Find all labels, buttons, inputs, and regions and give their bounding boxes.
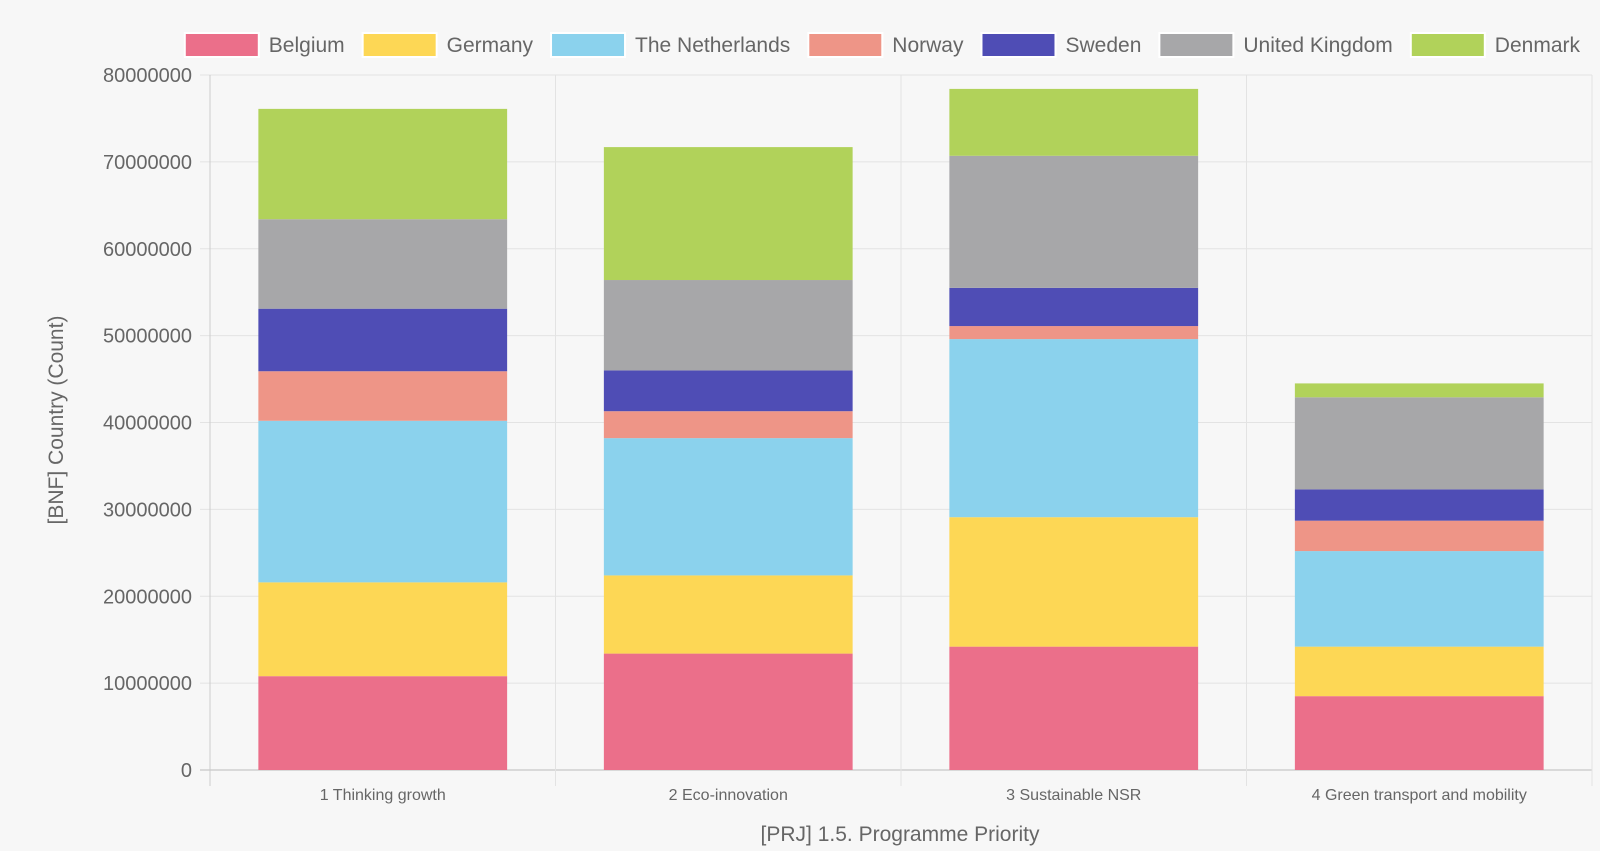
y-tick-label: 40000000 (103, 413, 192, 435)
bar-segment-belgium[interactable] (258, 676, 508, 770)
bar-segment-norway[interactable] (1294, 520, 1544, 552)
bar-segment-germany[interactable] (949, 517, 1199, 647)
bar-segment-sweden[interactable] (949, 287, 1199, 327)
bars-layer (258, 88, 1544, 770)
bar-segment-germany[interactable] (603, 575, 853, 654)
axes-layer: 0 10000000 20000000 30000000 40000000 5000000… (103, 65, 1527, 804)
legend-item-sweden[interactable]: Sweden (980, 32, 1141, 58)
y-tick-label: 60000000 (103, 239, 192, 261)
legend-label: The Netherlands (635, 34, 790, 57)
bar-segment-norway[interactable] (603, 411, 853, 439)
bar-segment-denmark[interactable] (1294, 383, 1544, 398)
x-tick-label: 2 Eco-innovation (669, 787, 788, 804)
x-tick-label: 4 Green transport and mobility (1312, 787, 1527, 804)
legend-label: Denmark (1495, 34, 1581, 57)
legend-label: United Kingdom (1243, 34, 1392, 57)
x-tick-label: 1 Thinking growth (320, 787, 446, 804)
bar-segment-belgium[interactable] (949, 646, 1199, 770)
y-axis-title: [BNF] Country (Count) (45, 316, 68, 525)
legend-item-united-kingdom[interactable]: United Kingdom (1158, 32, 1393, 58)
x-tick-label: 3 Sustainable NSR (1006, 787, 1141, 804)
y-tick-label: 10000000 (103, 673, 192, 695)
legend-swatch (1158, 32, 1235, 58)
bar-segment-germany[interactable] (1294, 646, 1544, 697)
bar-segment-denmark[interactable] (949, 88, 1199, 156)
y-tick-label: 80000000 (103, 65, 192, 87)
bar-segment-the-netherlands[interactable] (603, 438, 853, 576)
bar-segment-sweden[interactable] (258, 308, 508, 372)
legend-label: Germany (447, 34, 534, 57)
legend-swatch (807, 32, 884, 58)
bar-segment-the-netherlands[interactable] (949, 339, 1199, 518)
y-tick-label: 20000000 (103, 586, 192, 608)
legend-item-denmark[interactable]: Denmark (1409, 32, 1581, 58)
x-axis-title: [PRJ] 1.5. Programme Priority (761, 823, 1040, 846)
bar-segment-belgium[interactable] (1294, 696, 1544, 770)
y-tick-label: 30000000 (103, 499, 192, 521)
legend-swatch (980, 32, 1057, 58)
y-tick-label: 70000000 (103, 152, 192, 174)
bar-segment-united-kingdom[interactable] (949, 155, 1199, 288)
bar-segment-the-netherlands[interactable] (1294, 551, 1544, 647)
bar-segment-the-netherlands[interactable] (258, 420, 508, 583)
legend-swatch (183, 32, 260, 58)
legend-swatch (361, 32, 438, 58)
legend-item-belgium[interactable]: Belgium (183, 32, 345, 58)
legend-label: Sweden (1065, 34, 1141, 57)
legend: Belgium Germany The Netherlands Norway Swede… (183, 32, 1581, 58)
bar-segment-sweden[interactable] (603, 370, 853, 412)
legend-item-norway[interactable]: Norway (807, 32, 964, 58)
legend-label: Norway (892, 34, 964, 57)
bar-segment-sweden[interactable] (1294, 489, 1544, 521)
y-tick-label: 0 (181, 760, 192, 782)
legend-item-the-netherlands[interactable]: The Netherlands (550, 32, 790, 58)
legend-swatch (1409, 32, 1486, 58)
bar-segment-united-kingdom[interactable] (1294, 397, 1544, 490)
bar-segment-belgium[interactable] (603, 653, 853, 770)
bar-segment-germany[interactable] (258, 582, 508, 677)
legend-item-germany[interactable]: Germany (361, 32, 534, 58)
y-tick-label: 50000000 (103, 326, 192, 348)
bar-segment-denmark[interactable] (603, 147, 853, 281)
legend-label: Belgium (269, 34, 345, 57)
bar-segment-norway[interactable] (949, 326, 1199, 340)
bar-segment-norway[interactable] (258, 371, 508, 421)
bar-segment-united-kingdom[interactable] (603, 280, 853, 371)
bar-segment-united-kingdom[interactable] (258, 219, 508, 309)
legend-swatch (550, 32, 627, 58)
bar-segment-denmark[interactable] (258, 108, 508, 220)
